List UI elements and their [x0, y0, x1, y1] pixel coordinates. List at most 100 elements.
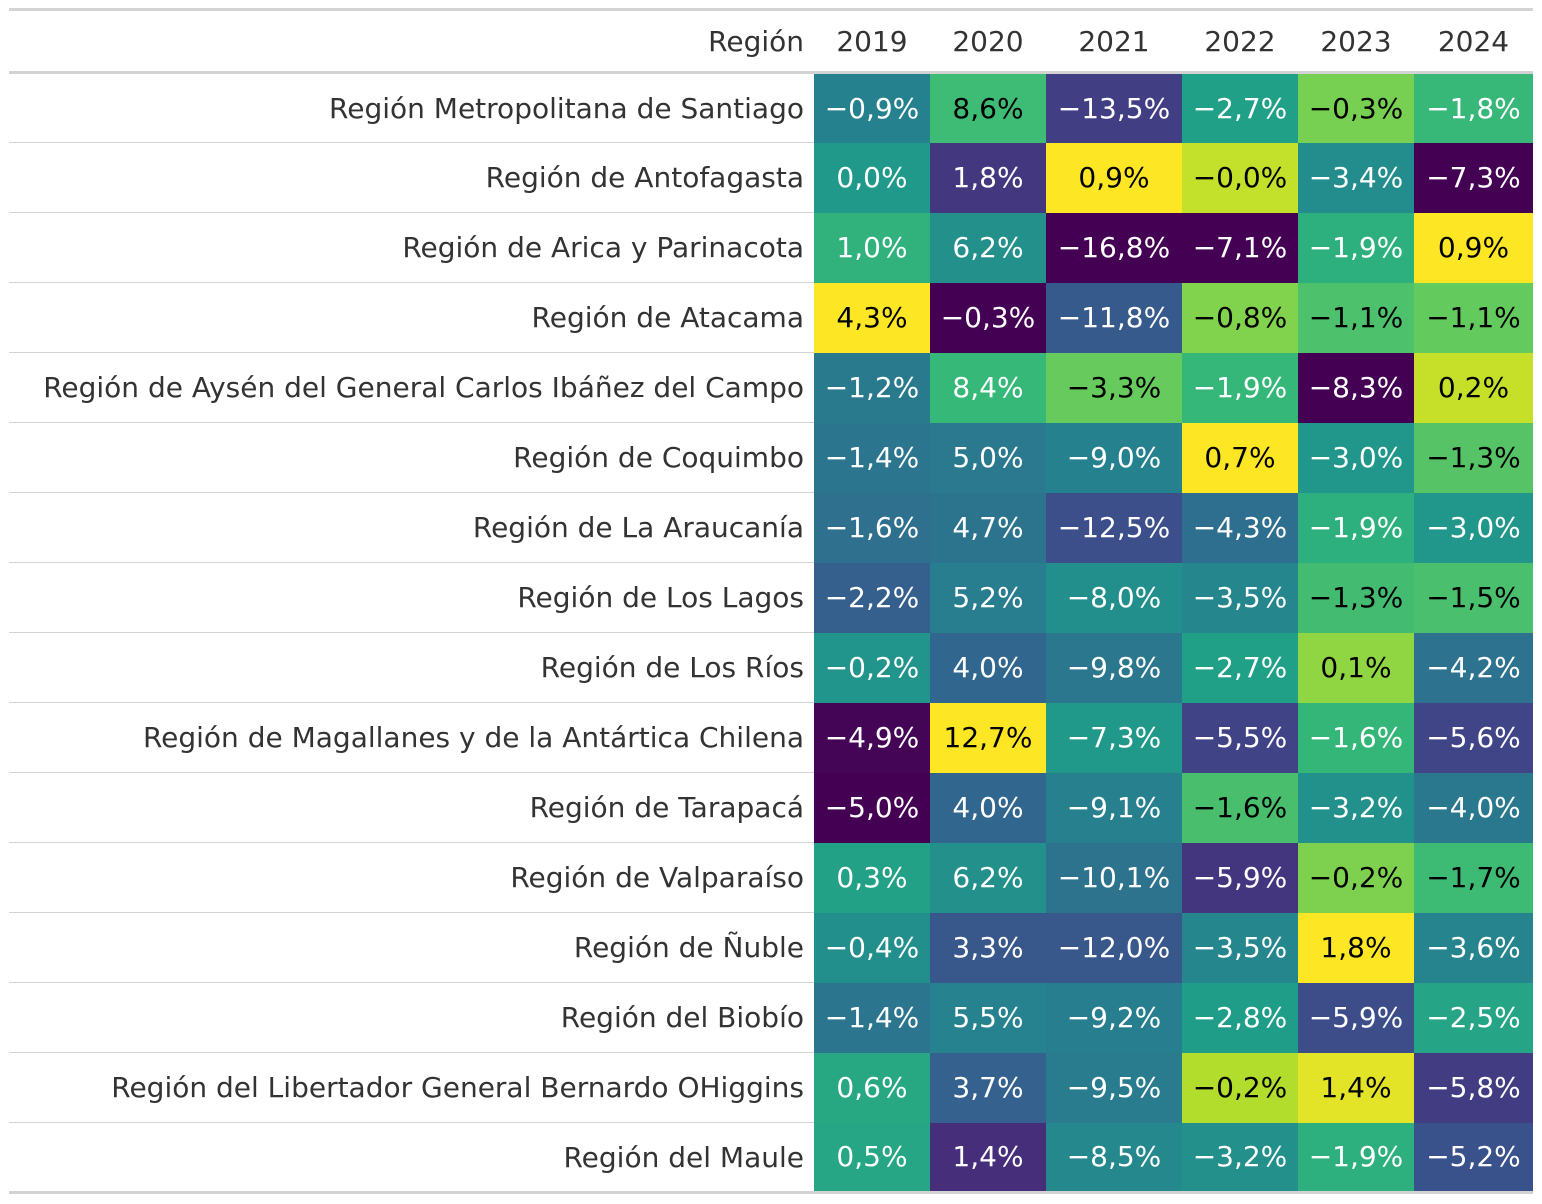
heatmap-cell: −4,2% [1414, 632, 1533, 703]
heatmap-cell: 5,5% [930, 982, 1046, 1053]
table-row: Región de Antofagasta 0,0% 1,8% 0,9% −0,0% −3… [9, 142, 1533, 213]
region-label: Región de Valparaíso [9, 842, 814, 913]
heatmap-cell: 8,4% [930, 352, 1046, 423]
heatmap-cell: −4,0% [1414, 772, 1533, 843]
heatmap-cell: −4,3% [1182, 492, 1298, 563]
heatmap-cell: −0,4% [814, 912, 930, 983]
heatmap-cell: −1,2% [814, 352, 930, 423]
heatmap-cell: −1,9% [1298, 492, 1414, 563]
heatmap-cell: −1,7% [1414, 842, 1533, 913]
heatmap-cell: 3,7% [930, 1052, 1046, 1123]
region-label: Región de Coquimbo [9, 422, 814, 493]
heatmap-table-container: Región 2019 2020 2021 2022 2023 2024 Región M… [9, 8, 1533, 1194]
heatmap-cell: −0,2% [1182, 1052, 1298, 1123]
heatmap-cell: −2,7% [1182, 72, 1298, 143]
heatmap-cell: −13,5% [1046, 72, 1182, 143]
table-row: Región de Ñuble −0,4% 3,3% −12,0% −3,5% 1,8% −… [9, 912, 1533, 983]
heatmap-cell: −3,2% [1298, 772, 1414, 843]
table-row: Región de Magallanes y de la Antártica C… [9, 702, 1533, 773]
heatmap-cell: 0,7% [1182, 422, 1298, 493]
table-row: Región de Atacama 4,3% −0,3% −11,8% −0,8% −1,… [9, 282, 1533, 353]
heatmap-cell: 4,0% [930, 632, 1046, 703]
heatmap-cell: −0,3% [930, 282, 1046, 353]
region-label: Región del Biobío [9, 982, 814, 1053]
heatmap-cell: −1,6% [814, 492, 930, 563]
heatmap-cell: −2,7% [1182, 632, 1298, 703]
region-label: Región de Ñuble [9, 912, 814, 983]
heatmap-cell: −3,2% [1182, 1122, 1298, 1193]
region-label: Región del Libertador General Bernardo O… [9, 1052, 814, 1123]
column-header-2020: 2020 [930, 9, 1046, 74]
heatmap-cell: 1,8% [930, 142, 1046, 213]
table-row: Región de Coquimbo −1,4% 5,0% −9,0% 0,7% −3,0… [9, 422, 1533, 493]
heatmap-cell: −3,5% [1182, 912, 1298, 983]
table-row: Región de Valparaíso 0,3% 6,2% −10,1% −5,9% −… [9, 842, 1533, 913]
heatmap-cell: 4,7% [930, 492, 1046, 563]
heatmap-cell: −0,2% [1298, 842, 1414, 913]
heatmap-cell: −9,1% [1046, 772, 1182, 843]
heatmap-cell: −0,2% [814, 632, 930, 703]
heatmap-cell: −2,2% [814, 562, 930, 633]
heatmap-cell: −8,0% [1046, 562, 1182, 633]
heatmap-cell: −12,0% [1046, 912, 1182, 983]
heatmap-cell: 0,2% [1414, 352, 1533, 423]
heatmap-cell: −3,5% [1182, 562, 1298, 633]
table-row: Región Metropolitana de Santiago −0,9% 8,6… [9, 72, 1533, 143]
column-header-2024: 2024 [1414, 9, 1533, 74]
heatmap-cell: −1,3% [1414, 422, 1533, 493]
region-label: Región de Aysén del General Carlos Ibáñe… [9, 352, 814, 423]
heatmap-cell: −7,1% [1182, 212, 1298, 283]
heatmap-cell: 0,3% [814, 842, 930, 913]
table-row: Región de Aysén del General Carlos Ibáñe… [9, 352, 1533, 423]
region-label: Región de Tarapacá [9, 772, 814, 843]
heatmap-cell: −1,9% [1298, 212, 1414, 283]
column-header-2019: 2019 [814, 9, 930, 74]
table-row: Región de Arica y Parinacota 1,0% 6,2% −16,… [9, 212, 1533, 283]
region-label: Región de Los Lagos [9, 562, 814, 633]
heatmap-cell: −5,5% [1182, 702, 1298, 773]
heatmap-cell: 0,9% [1046, 142, 1182, 213]
heatmap-cell: −5,8% [1414, 1052, 1533, 1123]
heatmap-cell: −3,0% [1298, 422, 1414, 493]
heatmap-cell: −5,6% [1414, 702, 1533, 773]
heatmap-cell: −5,9% [1182, 842, 1298, 913]
region-label: Región Metropolitana de Santiago [329, 91, 804, 125]
heatmap-cell: −1,8% [1414, 72, 1533, 143]
heatmap-cell: −1,4% [814, 422, 930, 493]
heatmap-cell: 6,2% [930, 212, 1046, 283]
table-row: Región de Tarapacá −5,0% 4,0% −9,1% −1,6% −3,… [9, 772, 1533, 843]
row-header-label: Región [9, 9, 814, 74]
heatmap-cell: 5,0% [930, 422, 1046, 493]
heatmap-cell: 0,6% [814, 1052, 930, 1123]
heatmap-cell: 0,1% [1298, 632, 1414, 703]
region-label: Región de Magallanes y de la Antártica C… [9, 702, 814, 773]
heatmap-cell: −1,6% [1182, 772, 1298, 843]
heatmap-cell: 0,9% [1414, 212, 1533, 283]
table-body: Región Metropolitana de Santiago −0,9% 8,6… [9, 72, 1533, 1193]
heatmap-cell: −0,9% [814, 72, 930, 143]
heatmap-cell: 8,6% [930, 72, 1046, 143]
region-label: Región de La Araucanía [9, 492, 814, 563]
heatmap-cell: −9,2% [1046, 982, 1182, 1053]
heatmap-cell: −7,3% [1046, 702, 1182, 773]
table-row: Región del Biobío −1,4% 5,5% −9,2% −2,8% −5,9… [9, 982, 1533, 1053]
heatmap-cell: −5,0% [814, 772, 930, 843]
heatmap-cell: −9,5% [1046, 1052, 1182, 1123]
heatmap-cell: −3,0% [1414, 492, 1533, 563]
heatmap-cell: −9,8% [1046, 632, 1182, 703]
heatmap-cell: −0,3% [1298, 72, 1414, 143]
table-row: Región de La Araucanía −1,6% 4,7% −12,5% −4,… [9, 492, 1533, 563]
heatmap-cell: 6,2% [930, 842, 1046, 913]
heatmap-cell: −9,0% [1046, 422, 1182, 493]
heatmap-cell: −1,1% [1414, 282, 1533, 353]
heatmap-cell: 0,5% [814, 1122, 930, 1193]
heatmap-cell: −3,6% [1414, 912, 1533, 983]
column-header-2023: 2023 [1298, 9, 1414, 74]
heatmap-cell: 5,2% [930, 562, 1046, 633]
heatmap-cell: −5,9% [1298, 982, 1414, 1053]
heatmap-cell: 1,4% [930, 1122, 1046, 1193]
heatmap-cell: −8,5% [1046, 1122, 1182, 1193]
heatmap-cell: −1,4% [814, 982, 930, 1053]
heatmap-cell: −7,3% [1414, 142, 1533, 213]
heatmap-cell: −0,0% [1182, 142, 1298, 213]
